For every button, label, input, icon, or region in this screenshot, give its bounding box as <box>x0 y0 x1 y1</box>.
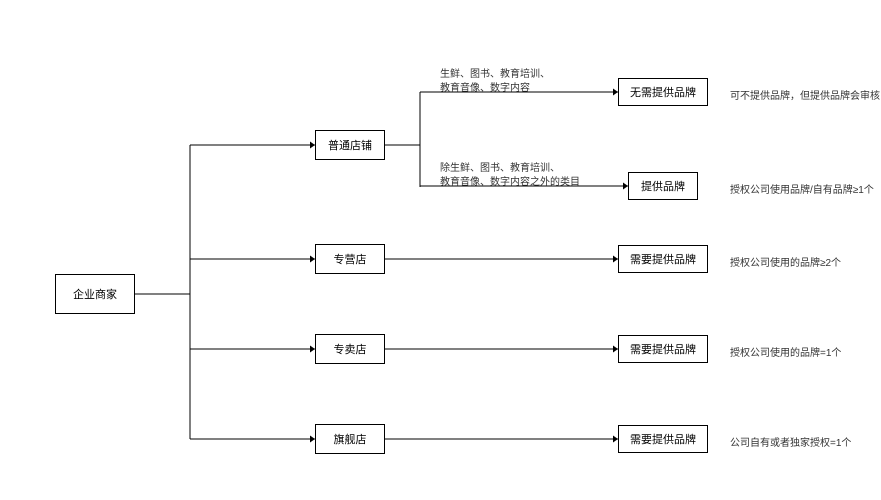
desc-general-1: 授权公司使用品牌/自有品牌≥1个 <box>730 181 874 196</box>
edge-label-general-0: 生鲜、图书、教育培训、 教育音像、数字内容 <box>440 68 550 96</box>
node-specialty: 专卖店 <box>315 334 385 364</box>
node-flagship: 旗舰店 <box>315 424 385 454</box>
node-general-branch-0: 无需提供品牌 <box>618 78 708 106</box>
node-root: 企业商家 <box>55 274 135 314</box>
desc-specialty: 授权公司使用的品牌=1个 <box>730 344 841 359</box>
node-exclusive-target: 需要提供品牌 <box>618 245 708 273</box>
desc-exclusive: 授权公司使用的品牌≥2个 <box>730 254 841 269</box>
desc-general-0: 可不提供品牌，但提供品牌会审核 <box>730 87 880 102</box>
node-specialty-target: 需要提供品牌 <box>618 335 708 363</box>
node-exclusive: 专营店 <box>315 244 385 274</box>
node-flagship-target: 需要提供品牌 <box>618 425 708 453</box>
edge-label-general-1: 除生鲜、图书、教育培训、 教育音像、数字内容之外的类目 <box>440 162 580 190</box>
node-general: 普通店铺 <box>315 130 385 160</box>
desc-flagship: 公司自有或者独家授权=1个 <box>730 434 851 449</box>
node-general-branch-1: 提供品牌 <box>628 172 698 200</box>
